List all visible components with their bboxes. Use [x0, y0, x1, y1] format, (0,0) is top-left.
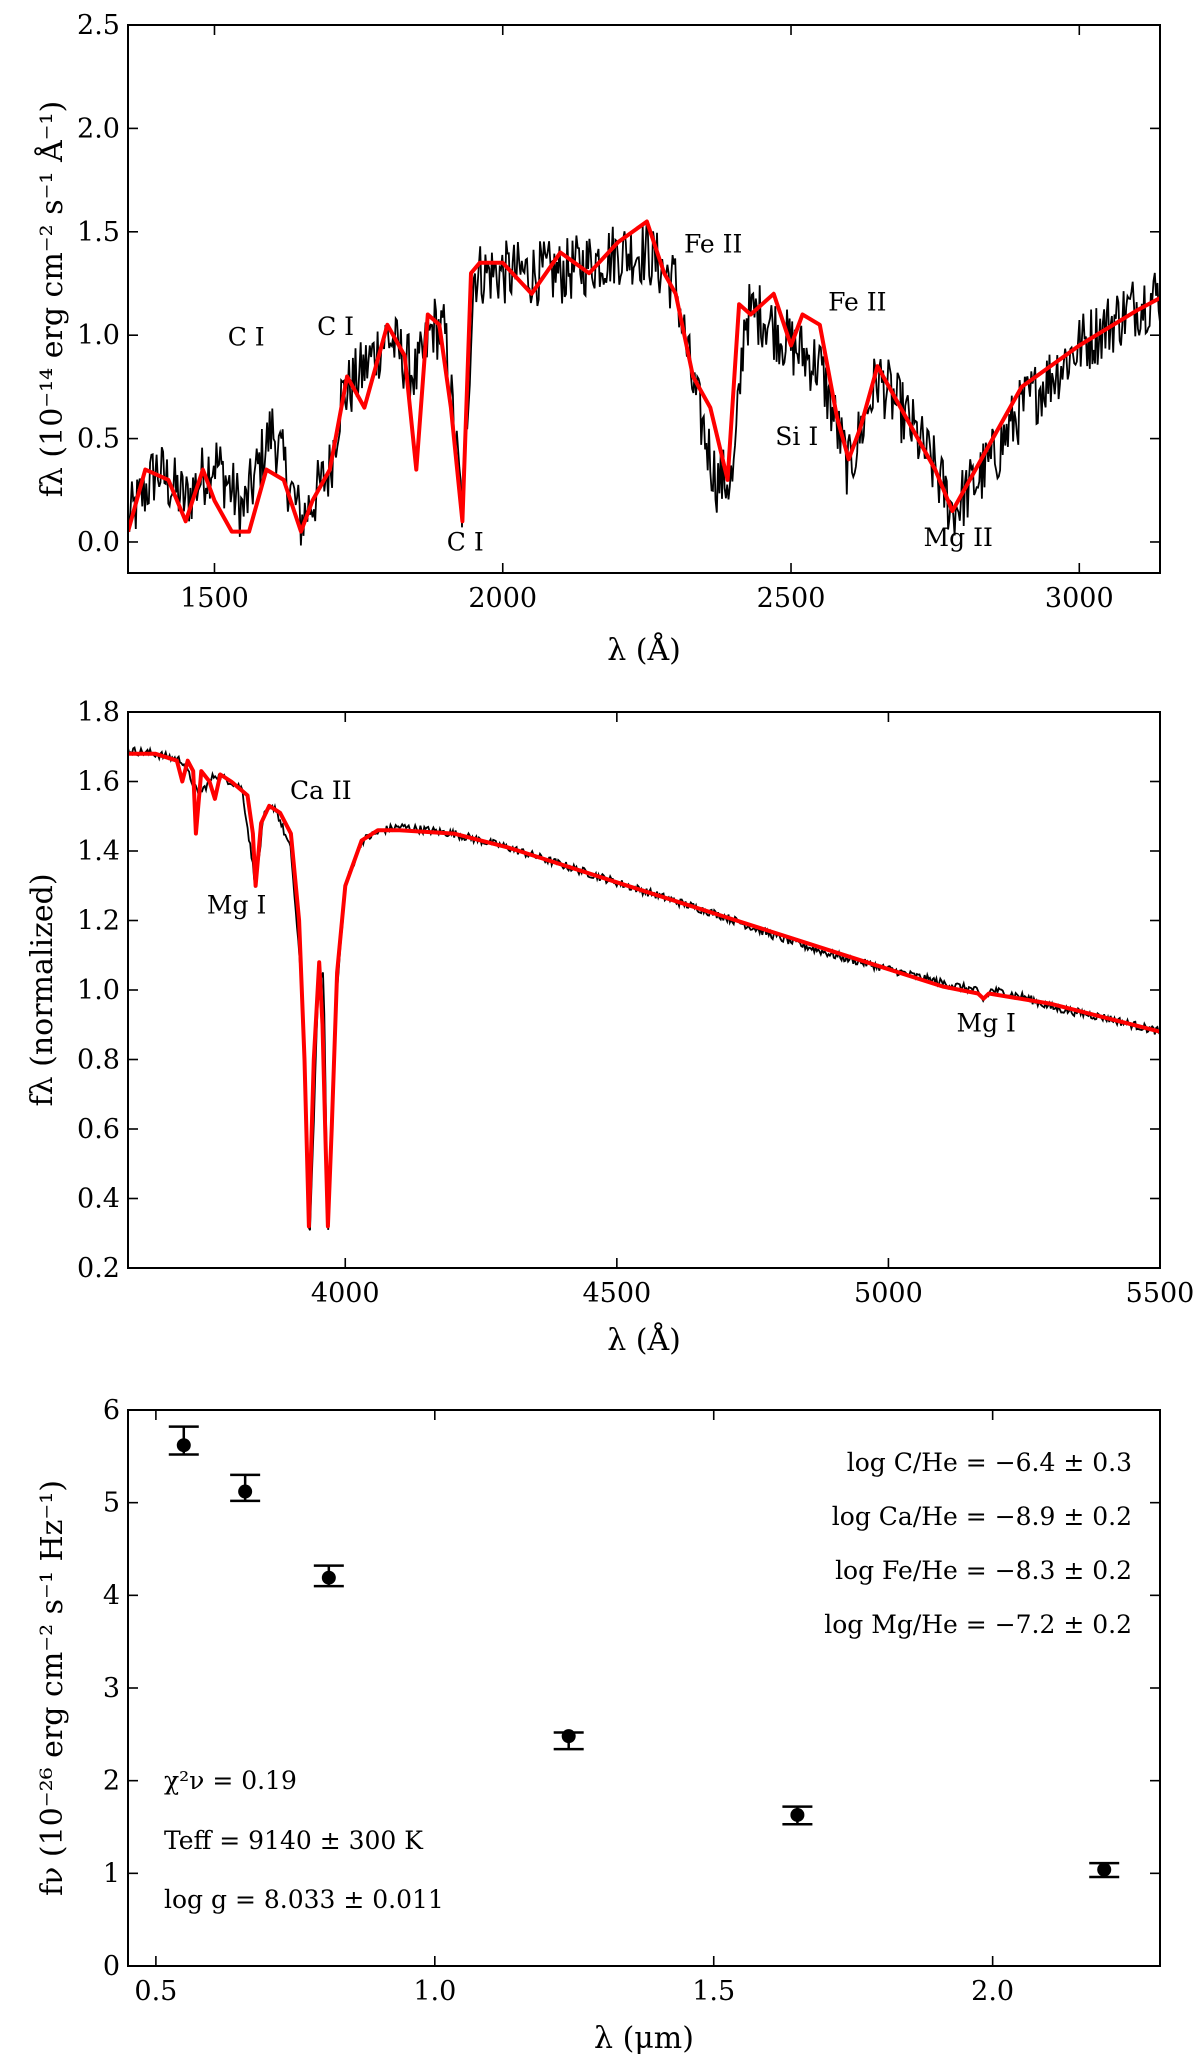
panel-optical-spectrum: 4000 4500 5000 5500 0.2 0.4 0.6 0.8 1.0 1.2 1.4 1.…	[25, 697, 1194, 1358]
y-tick-label: 1	[103, 1858, 120, 1889]
data-point	[561, 1729, 576, 1744]
y-tick-label: 0.2	[77, 1253, 120, 1284]
y-tick-label: 0.8	[77, 1045, 120, 1076]
fit-chi-squared: χ²ν = 0.19	[164, 1766, 297, 1795]
x-tick-label: 2500	[757, 583, 826, 614]
plot-area	[128, 219, 1160, 546]
y-tick-label: 4	[103, 1580, 120, 1611]
y-tick-label: 6	[103, 1395, 120, 1426]
y-tick-label: 1.8	[77, 697, 120, 728]
x-tick-label: 1.0	[413, 1976, 456, 2007]
data-point	[790, 1807, 805, 1822]
series-model	[128, 219, 1160, 534]
abundance-carbon: log C/He = −6.4 ± 0.3	[847, 1448, 1132, 1477]
line-label: C I	[447, 527, 484, 556]
series-observed	[128, 223, 1160, 546]
x-tick-label: 1500	[180, 583, 249, 614]
line-label: C I	[317, 312, 354, 341]
plot-frame	[127, 24, 1161, 574]
line-label: Fe II	[684, 229, 742, 258]
plot-area	[128, 745, 1160, 1231]
line-label: Si I	[775, 422, 818, 451]
y-axis-title: fν (10⁻²⁶ erg cm⁻² s⁻¹ Hz⁻¹)	[35, 1480, 70, 1896]
abundance-magnesium: log Mg/He = −7.2 ± 0.2	[824, 1610, 1132, 1639]
data-point	[238, 1484, 253, 1499]
panel-photometry: 0.5 1.0 1.5 2.0 0 1 2 3 4 5 6 log C/He = −6.4 ± 0…	[35, 1395, 1161, 2055]
x-axis-title: λ (Å)	[607, 632, 681, 668]
y-tick-label: 0.0	[77, 527, 120, 558]
line-annotations: Ca II Mg I Mg I	[207, 776, 1016, 1038]
fit-logg: log g = 8.033 ± 0.011	[164, 1885, 444, 1914]
plot-frame	[127, 1409, 1161, 1967]
y-axis: 0 1 2 3 4 5 6	[103, 1395, 1160, 1982]
y-tick-label: 1.4	[77, 836, 120, 867]
y-tick-label: 1.0	[77, 975, 120, 1006]
x-tick-label: 2000	[468, 583, 537, 614]
x-tick-label: 3000	[1045, 583, 1114, 614]
line-label: Mg I	[956, 1009, 1015, 1038]
plot-frame	[127, 711, 1161, 1269]
x-tick-label: 5500	[1126, 1278, 1195, 1309]
line-label: Fe II	[828, 287, 886, 316]
abundance-calcium: log Ca/He = −8.9 ± 0.2	[832, 1502, 1132, 1531]
x-axis-title: λ (Å)	[607, 1322, 681, 1358]
y-tick-label: 2.0	[77, 113, 120, 144]
y-tick-label: 2.5	[77, 10, 120, 41]
y-tick-label: 0.6	[77, 1114, 120, 1145]
x-axis: 4000 4500 5000 5500	[311, 712, 1194, 1309]
x-axis: 0.5 1.0 1.5 2.0	[134, 1410, 1014, 2007]
y-tick-label: 3	[103, 1673, 120, 1704]
x-axis: 1500 2000 2500 3000	[180, 25, 1114, 614]
y-tick-label: 1.0	[77, 320, 120, 351]
line-label: Mg II	[924, 523, 993, 552]
plot-area	[168, 1425, 1120, 1879]
line-label: Ca II	[290, 776, 352, 805]
y-tick-label: 0.4	[77, 1184, 120, 1215]
y-tick-label: 2	[103, 1766, 120, 1797]
data-point	[176, 1438, 191, 1453]
y-axis-title: fλ (10⁻¹⁴ erg cm⁻² s⁻¹ Å⁻¹)	[34, 101, 70, 497]
x-tick-label: 5000	[854, 1278, 923, 1309]
line-annotations: C I C I C I Fe II Fe II Si I Mg II	[228, 229, 993, 556]
line-label: C I	[228, 323, 265, 352]
y-tick-label: 1.6	[77, 767, 120, 798]
x-tick-label: 4000	[311, 1278, 380, 1309]
fit-teff: Teff = 9140 ± 300 K	[164, 1826, 424, 1855]
series-model	[128, 751, 1160, 1229]
abundance-iron: log Fe/He = −8.3 ± 0.2	[835, 1556, 1132, 1585]
y-tick-label: 0.5	[77, 424, 120, 455]
y-axis: 0.0 0.5 1.0 1.5 2.0 2.5	[77, 10, 1160, 558]
x-tick-label: 1.5	[692, 1976, 735, 2007]
x-tick-label: 0.5	[134, 1976, 177, 2007]
data-point	[1097, 1862, 1112, 1877]
y-tick-label: 0	[103, 1951, 120, 1982]
x-axis-title: λ (μm)	[594, 2021, 694, 2055]
y-tick-label: 1.5	[77, 217, 120, 248]
y-tick-label: 1.2	[77, 906, 120, 937]
y-axis-title: fλ (normalized)	[25, 873, 60, 1106]
data-point	[321, 1570, 336, 1585]
x-tick-label: 2.0	[971, 1976, 1014, 2007]
line-label: Mg I	[207, 891, 266, 920]
x-tick-label: 4500	[582, 1278, 651, 1309]
y-tick-label: 5	[103, 1488, 120, 1519]
